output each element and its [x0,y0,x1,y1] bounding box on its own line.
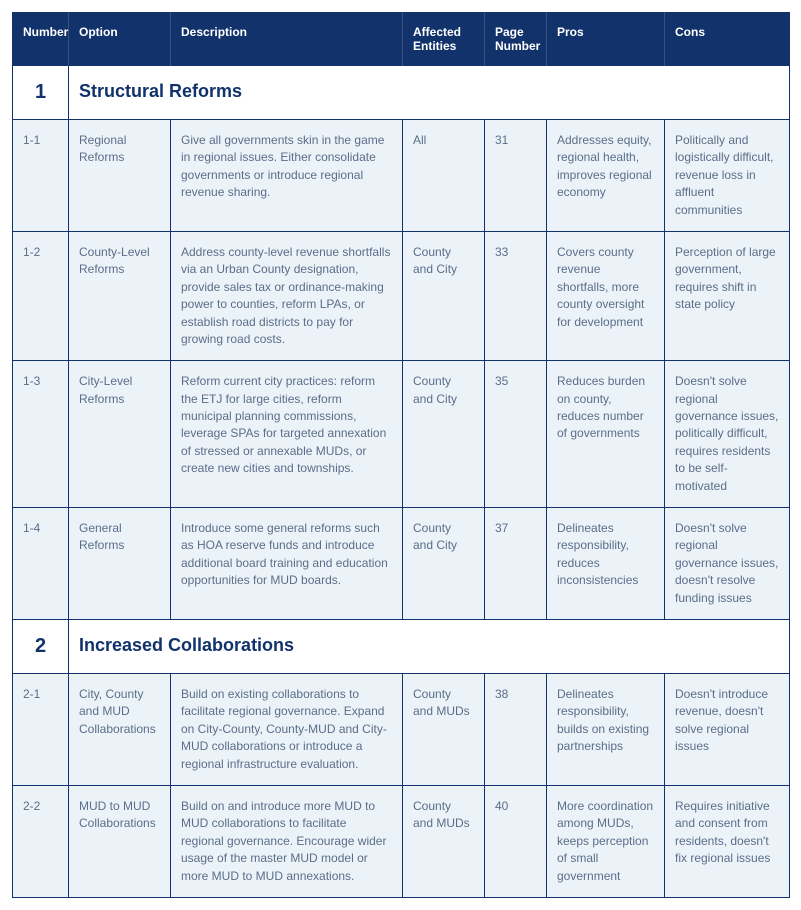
cell-description: Build on and introduce more MUD to MUD c… [171,785,403,897]
cell-pros: Covers county revenue shortfalls, more c… [547,231,665,360]
table-row: 1-3City-Level ReformsReform current city… [13,361,790,508]
table-row: 2-2MUD to MUD CollaborationsBuild on and… [13,785,790,897]
cell-number: 2-2 [13,785,69,897]
section-number: 1 [13,66,69,120]
cell-pros: Reduces burden on county, reduces number… [547,361,665,508]
cell-page: 40 [485,785,547,897]
cell-number: 1-4 [13,508,69,620]
table-row: 1-2County-Level ReformsAddress county-le… [13,231,790,360]
section-row: 2Increased Collaborations [13,619,790,673]
cell-cons: Politically and logistically difficult, … [665,120,790,232]
cell-pros: Delineates responsibility, reduces incon… [547,508,665,620]
cell-option: City-Level Reforms [69,361,171,508]
header-desc: Description [171,13,403,66]
cell-page: 37 [485,508,547,620]
header-page: Page Number [485,13,547,66]
cell-option: City, County and MUD Collaborations [69,673,171,785]
header-pros: Pros [547,13,665,66]
cell-page: 31 [485,120,547,232]
section-title: Structural Reforms [69,66,790,120]
cell-cons: Requires initiative and consent from res… [665,785,790,897]
section-title: Increased Collaborations [69,619,790,673]
cell-cons: Doesn't solve regional governance issues… [665,508,790,620]
cell-affected: County and City [403,508,485,620]
cell-option: County-Level Reforms [69,231,171,360]
table-body: 1Structural Reforms1-1Regional ReformsGi… [13,66,790,898]
cell-option: Regional Reforms [69,120,171,232]
cell-cons: Doesn't solve regional governance issues… [665,361,790,508]
header-option: Option [69,13,171,66]
header-affected: Affected Entities [403,13,485,66]
cell-description: Reform current city practices: reform th… [171,361,403,508]
cell-pros: Addresses equity, regional health, impro… [547,120,665,232]
cell-affected: County and MUDs [403,785,485,897]
cell-page: 33 [485,231,547,360]
cell-number: 1-3 [13,361,69,508]
cell-description: Build on existing collaborations to faci… [171,673,403,785]
cell-option: General Reforms [69,508,171,620]
section-row: 1Structural Reforms [13,66,790,120]
cell-description: Give all governments skin in the game in… [171,120,403,232]
cell-pros: Delineates responsibility, builds on exi… [547,673,665,785]
cell-cons: Doesn't introduce revenue, doesn't solve… [665,673,790,785]
cell-number: 1-2 [13,231,69,360]
cell-pros: More coordination among MUDs, keeps perc… [547,785,665,897]
section-number: 2 [13,619,69,673]
header-number: Number [13,13,69,66]
header-cons: Cons [665,13,790,66]
cell-affected: County and City [403,361,485,508]
cell-page: 35 [485,361,547,508]
cell-option: MUD to MUD Collaborations [69,785,171,897]
cell-affected: County and MUDs [403,673,485,785]
table-row: 2-1City, County and MUD CollaborationsBu… [13,673,790,785]
table-row: 1-1Regional ReformsGive all governments … [13,120,790,232]
cell-page: 38 [485,673,547,785]
reforms-table: Number Option Description Affected Entit… [12,12,790,898]
cell-affected: All [403,120,485,232]
cell-cons: Perception of large government, requires… [665,231,790,360]
table-header: Number Option Description Affected Entit… [13,13,790,66]
cell-description: Address county-level revenue shortfalls … [171,231,403,360]
cell-description: Introduce some general reforms such as H… [171,508,403,620]
table-row: 1-4General ReformsIntroduce some general… [13,508,790,620]
cell-number: 1-1 [13,120,69,232]
cell-number: 2-1 [13,673,69,785]
cell-affected: County and City [403,231,485,360]
